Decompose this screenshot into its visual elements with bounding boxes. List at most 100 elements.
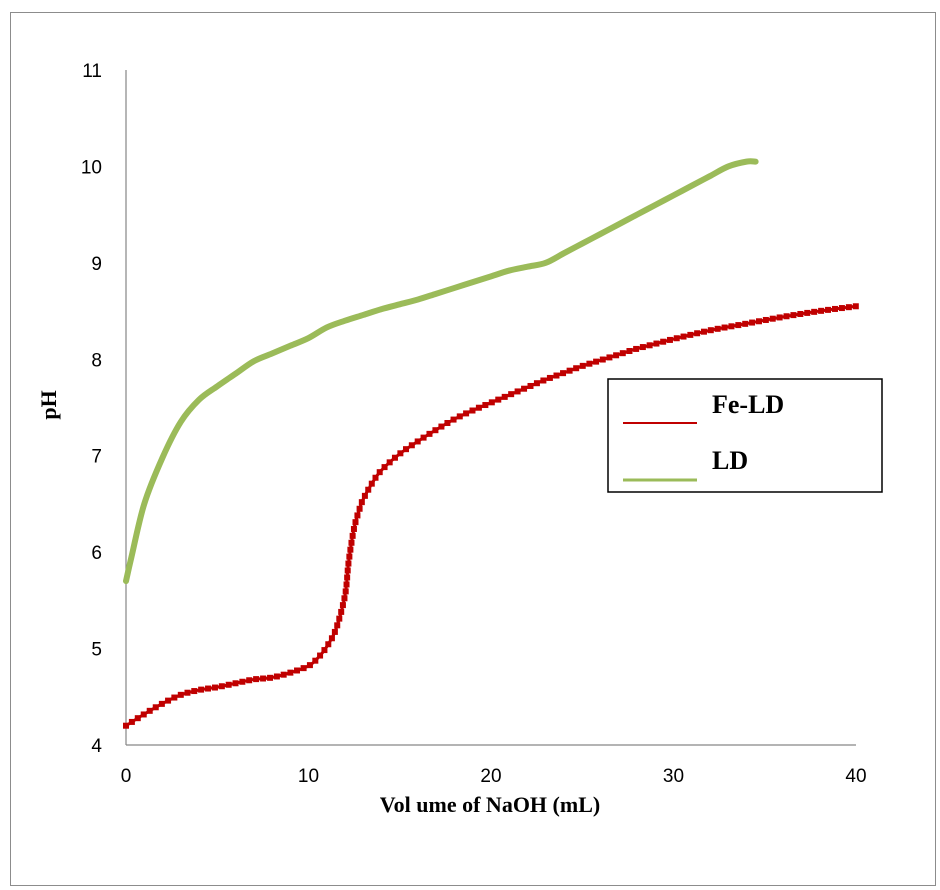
data-point-marker bbox=[225, 681, 232, 688]
data-point-marker bbox=[566, 367, 573, 374]
data-point-marker bbox=[755, 318, 762, 325]
data-point-marker bbox=[325, 641, 332, 648]
data-point-marker bbox=[260, 675, 267, 682]
data-point-marker bbox=[514, 388, 521, 395]
data-point-marker bbox=[825, 306, 832, 313]
data-point-marker bbox=[386, 459, 393, 466]
data-point-marker bbox=[128, 718, 135, 725]
data-point-marker bbox=[488, 399, 495, 406]
data-point-marker bbox=[218, 683, 225, 690]
data-point-marker bbox=[838, 305, 845, 312]
data-point-marker bbox=[573, 365, 580, 372]
data-point-marker bbox=[749, 319, 756, 326]
data-point-marker bbox=[346, 553, 353, 560]
data-point-marker bbox=[707, 327, 714, 334]
axes bbox=[125, 70, 856, 746]
data-point-marker bbox=[391, 454, 398, 461]
series-layer bbox=[123, 158, 859, 729]
data-point-marker bbox=[432, 427, 439, 434]
x-tick-label: 40 bbox=[845, 766, 866, 787]
data-point-marker bbox=[735, 322, 742, 329]
legend-label-ld: LD bbox=[712, 446, 748, 475]
data-point-marker bbox=[368, 480, 375, 487]
data-point-marker bbox=[818, 307, 825, 314]
x-tick-label: 0 bbox=[121, 766, 132, 787]
data-point-marker bbox=[546, 374, 553, 381]
data-point-marker bbox=[294, 667, 301, 674]
data-point-marker bbox=[680, 333, 687, 340]
data-point-marker bbox=[280, 671, 287, 678]
data-point-marker bbox=[191, 688, 198, 695]
data-point-marker bbox=[586, 360, 593, 367]
series-ld bbox=[123, 158, 759, 585]
data-point-marker bbox=[742, 320, 749, 327]
series-fe-ld bbox=[123, 303, 859, 729]
y-tick-label: 6 bbox=[91, 543, 102, 564]
data-point-marker bbox=[426, 430, 433, 437]
series-line-fe-ld bbox=[124, 304, 858, 728]
data-point-marker bbox=[540, 377, 547, 384]
data-point-marker bbox=[639, 344, 646, 351]
data-point-marker bbox=[344, 574, 351, 581]
data-point-marker bbox=[328, 635, 335, 642]
data-point-marker bbox=[653, 340, 660, 347]
y-tick-label: 4 bbox=[91, 736, 102, 757]
data-point-marker bbox=[475, 404, 482, 411]
data-point-marker bbox=[495, 396, 502, 403]
data-point-marker bbox=[350, 525, 357, 532]
data-point-marker bbox=[444, 420, 451, 426]
data-point-marker bbox=[804, 309, 811, 316]
data-point-marker bbox=[347, 546, 354, 553]
data-point-marker bbox=[339, 602, 346, 609]
data-point-marker bbox=[482, 402, 489, 409]
data-point-marker bbox=[403, 446, 410, 453]
data-point-marker bbox=[852, 303, 859, 310]
data-point-marker bbox=[606, 354, 613, 361]
legend-label-fe-ld: Fe-LD bbox=[712, 390, 784, 419]
data-point-marker bbox=[553, 372, 560, 379]
y-tick-label: 11 bbox=[82, 61, 102, 82]
data-point-marker bbox=[344, 567, 351, 574]
data-point-marker bbox=[414, 438, 421, 445]
data-point-marker bbox=[501, 393, 508, 400]
y-tick-label: 7 bbox=[91, 447, 102, 468]
data-point-marker bbox=[450, 416, 457, 423]
y-tick-label: 9 bbox=[91, 254, 102, 275]
data-point-marker bbox=[728, 323, 735, 330]
data-point-marker bbox=[845, 304, 852, 311]
data-point-marker bbox=[343, 581, 350, 588]
data-point-marker bbox=[673, 335, 680, 342]
data-point-marker bbox=[158, 700, 165, 707]
data-point-marker bbox=[306, 662, 313, 669]
data-point-marker bbox=[123, 722, 129, 729]
x-axis-title: Vol ume of NaOH (mL) bbox=[380, 792, 600, 817]
data-point-marker bbox=[721, 324, 728, 331]
data-point-marker bbox=[560, 370, 567, 377]
data-point-marker bbox=[356, 505, 363, 512]
data-point-marker bbox=[660, 338, 667, 345]
data-point-marker bbox=[646, 342, 653, 349]
data-point-marker bbox=[521, 385, 528, 392]
legend: Fe-LD LD bbox=[607, 378, 883, 493]
data-point-marker bbox=[790, 312, 797, 319]
data-point-marker bbox=[365, 486, 372, 493]
data-point-marker bbox=[619, 350, 626, 357]
data-point-marker bbox=[211, 684, 218, 691]
data-point-marker bbox=[381, 464, 388, 471]
data-point-marker bbox=[469, 407, 476, 414]
data-point-marker bbox=[533, 380, 540, 387]
x-tick-label: 20 bbox=[480, 766, 501, 787]
data-point-marker bbox=[776, 314, 783, 321]
data-point-marker bbox=[205, 685, 212, 692]
data-point-marker bbox=[358, 499, 365, 506]
data-point-marker bbox=[626, 348, 633, 355]
data-point-marker bbox=[146, 707, 153, 714]
data-point-marker bbox=[177, 691, 184, 698]
data-point-marker bbox=[456, 413, 463, 420]
data-point-marker bbox=[239, 678, 246, 685]
x-tick-label: 10 bbox=[298, 766, 319, 787]
data-point-marker bbox=[831, 305, 838, 312]
series-line-ld bbox=[123, 158, 759, 585]
data-point-marker bbox=[354, 512, 361, 519]
